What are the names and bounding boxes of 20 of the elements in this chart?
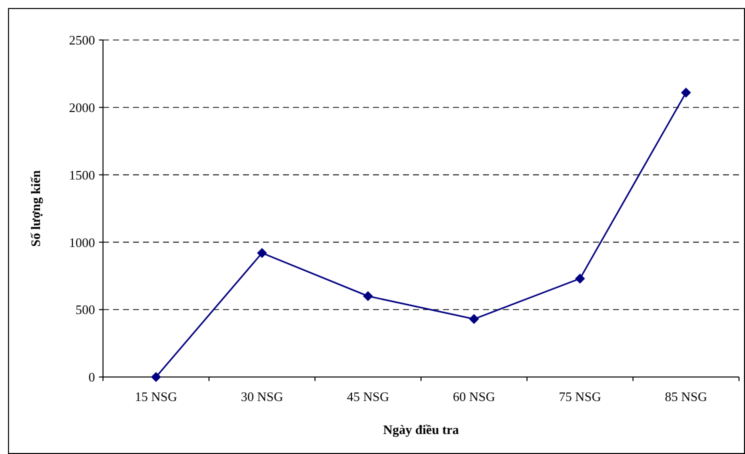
point bbox=[151, 372, 161, 382]
x-tick-label: 30 NSG bbox=[240, 389, 284, 404]
point bbox=[469, 314, 479, 324]
x-tick-label: 60 NSG bbox=[452, 389, 496, 404]
y-tick-label: 500 bbox=[76, 302, 95, 318]
y-tick-label: 0 bbox=[88, 370, 95, 385]
y-tick-label: 2500 bbox=[69, 32, 95, 48]
point bbox=[681, 88, 691, 98]
x-tick-label: 85 NSG bbox=[664, 389, 708, 404]
y-axis-title: Số lượng kiến bbox=[28, 170, 43, 247]
x-axis-title: Ngày điều tra bbox=[383, 422, 460, 437]
point bbox=[257, 248, 267, 258]
y-tick-label: 1500 bbox=[69, 167, 95, 182]
point bbox=[575, 274, 585, 284]
x-tick-label: 15 NSG bbox=[134, 389, 178, 404]
y-tick-label: 1000 bbox=[69, 234, 95, 250]
x-tick-label: 75 NSG bbox=[558, 389, 602, 404]
y-tick-label: 2000 bbox=[69, 100, 95, 115]
x-tick-label: 45 NSG bbox=[346, 389, 390, 404]
point bbox=[363, 291, 373, 302]
